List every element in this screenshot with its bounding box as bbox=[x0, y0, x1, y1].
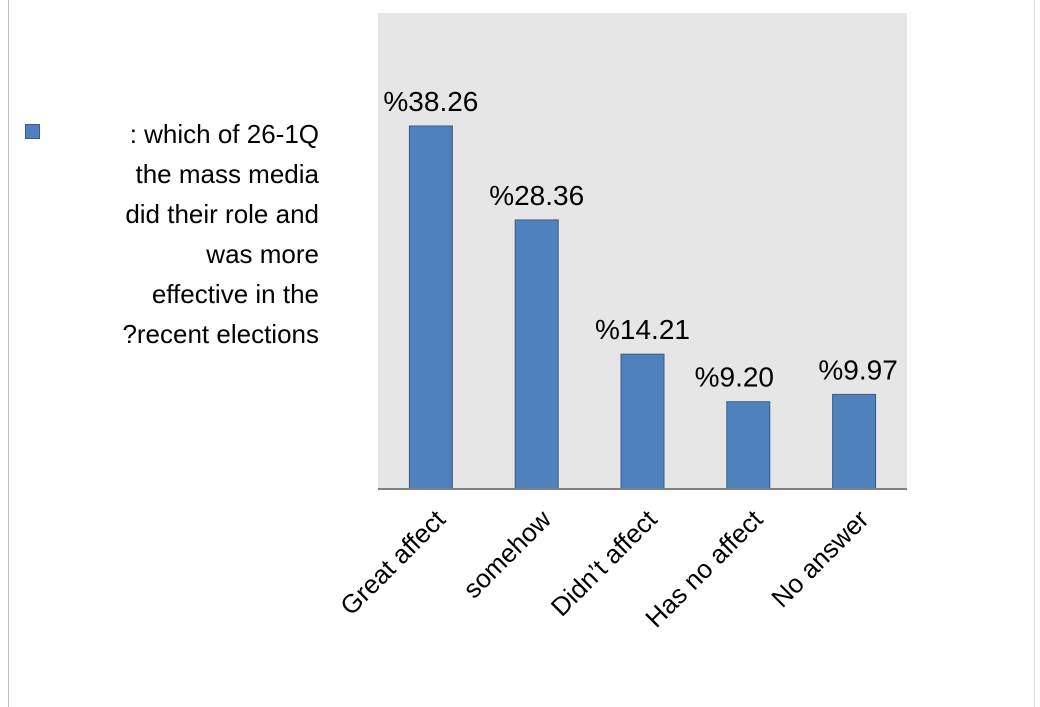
bar bbox=[620, 353, 665, 490]
category-tick-label: No answer bbox=[765, 504, 874, 613]
legend-label-line: : which of 26-1Q bbox=[129, 119, 319, 149]
legend-label-line: ?recent elections bbox=[122, 319, 319, 349]
category-tick-label: Didn’t affect bbox=[545, 503, 664, 622]
legend-label-line: was more bbox=[206, 239, 319, 269]
legend-label: : which of 26-1Q the mass media did thei… bbox=[60, 114, 319, 354]
data-label: %9.97 bbox=[818, 354, 897, 385]
bars-group bbox=[408, 125, 877, 490]
bar bbox=[832, 393, 877, 490]
legend-label-line: did their role and bbox=[125, 199, 319, 229]
legend-label-line: effective in the bbox=[151, 279, 319, 309]
legend-label-line: the mass media bbox=[135, 159, 319, 189]
category-tick-label: Great affect bbox=[334, 503, 451, 620]
data-label: %14.21 bbox=[595, 314, 690, 345]
left-border-line bbox=[8, 0, 9, 707]
right-border-line bbox=[1034, 0, 1035, 707]
bar bbox=[726, 401, 771, 490]
bar bbox=[408, 125, 453, 490]
bar bbox=[514, 219, 559, 490]
data-label: %9.20 bbox=[695, 362, 774, 393]
chart-legend: : which of 26-1Q the mass media did thei… bbox=[20, 110, 320, 410]
data-label: %38.26 bbox=[383, 86, 478, 117]
square-marker-icon bbox=[25, 124, 40, 139]
data-label: %28.36 bbox=[489, 180, 584, 211]
data-labels-group: %38.26 %28.36 %14.21%9.20 %9.97 bbox=[383, 86, 897, 393]
category-tick-label: somehow bbox=[457, 504, 557, 604]
